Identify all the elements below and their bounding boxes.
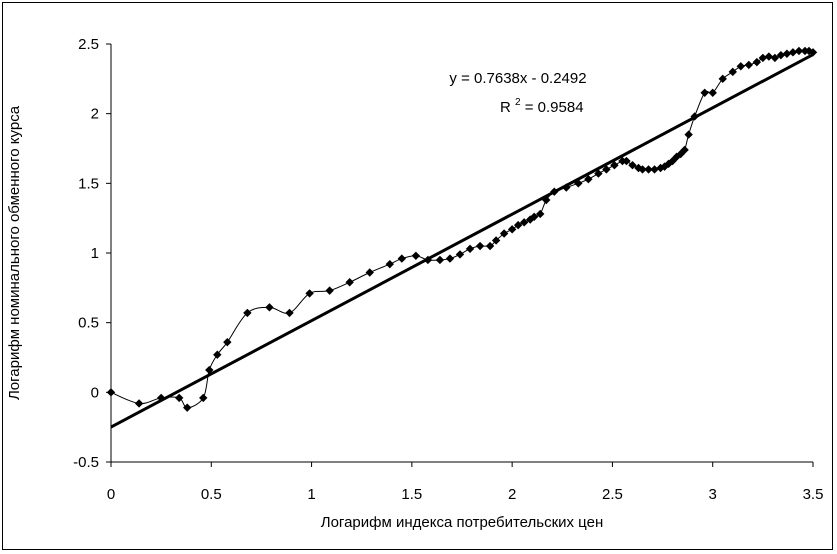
trendline [110, 53, 814, 429]
data-point-marker [445, 254, 455, 263]
r-squared-r: R [500, 99, 511, 116]
x-tick-label: 0.5 [201, 486, 222, 503]
data-point-marker [285, 308, 294, 318]
data-point-marker [788, 48, 798, 57]
y-axis-title: Логарифм номинального обменного курса [6, 105, 23, 400]
data-point-marker [485, 241, 495, 251]
data-point-marker [345, 278, 354, 287]
data-point-marker [213, 350, 222, 359]
data-point-marker [708, 88, 717, 97]
data-point-marker [265, 303, 274, 312]
data-point-marker [804, 46, 814, 56]
data-point-marker [519, 218, 529, 227]
equation-label: y = 0.7638x - 0.2492 [449, 70, 586, 87]
data-point-marker [574, 179, 583, 188]
data-point-marker [465, 244, 475, 254]
x-tick-label: 2.5 [602, 486, 623, 503]
data-point-marker [770, 53, 780, 63]
data-point-marker [183, 403, 192, 412]
data-point-marker [174, 393, 184, 403]
data-point-marker [638, 165, 647, 174]
data-point-marker [199, 393, 208, 403]
data-point-marker [602, 165, 611, 174]
r-squared-value: = 0.9584 [525, 99, 584, 116]
trendline-group [110, 53, 814, 429]
data-point-marker [676, 149, 685, 159]
data-point-marker [243, 308, 252, 318]
data-point-marker [365, 268, 374, 277]
data-point-marker [718, 74, 727, 84]
data-point-marker [106, 388, 116, 397]
data-point-marker [423, 255, 433, 265]
x-tick-label: 1 [307, 486, 315, 503]
data-point-marker [764, 52, 774, 61]
y-tick-label: 2 [91, 106, 99, 123]
data-point-marker [134, 399, 144, 408]
tick-labels: -0.5 0 0.5 1 1.5 2 2.5 0 0.5 1 1.5 2 2.5 3 3.5 [73, 36, 823, 503]
y-tick-label: 2.5 [78, 36, 99, 53]
data-point-marker [455, 250, 465, 259]
data-point-marker [491, 236, 501, 245]
data-point-marker [758, 53, 768, 63]
data-point-marker [397, 254, 407, 263]
y-tick-label: 0.5 [78, 315, 99, 332]
data-point-marker [628, 161, 637, 170]
annotations: y = 0.7638x - 0.2492 R 2 = 0.9584 [449, 70, 586, 116]
data-point-marker [536, 209, 545, 219]
data-point-marker [325, 286, 334, 295]
data-point-marker [205, 365, 214, 375]
data-point-marker [664, 159, 673, 169]
data-point-marker [156, 393, 166, 403]
data-point-marker [525, 215, 535, 224]
data-point-marker [594, 169, 603, 178]
data-series [106, 46, 818, 412]
data-point-marker [475, 241, 485, 251]
data-point-marker [435, 255, 445, 265]
data-point-marker [562, 183, 571, 192]
x-tick-label: 1.5 [401, 486, 422, 503]
data-point-marker [668, 156, 677, 166]
data-point-marker [622, 156, 631, 166]
data-point-marker [700, 88, 709, 97]
data-point-marker [752, 57, 762, 67]
data-point-marker [223, 337, 232, 347]
r-squared-label: R 2 = 0.9584 [500, 92, 584, 116]
data-point-marker [744, 60, 754, 70]
data-point-marker [736, 62, 745, 71]
x-tick-label: 3 [709, 486, 717, 503]
y-tick-label: 0 [91, 384, 99, 401]
y-tick-label: 1.5 [78, 175, 99, 192]
data-point-marker [530, 212, 539, 221]
data-point-marker [513, 220, 523, 230]
data-point-marker [782, 49, 792, 58]
data-point-marker [680, 145, 689, 155]
x-axis-title: Логарифм индекса потребительских цен [321, 514, 603, 531]
data-point-marker [634, 163, 643, 173]
data-point-marker [690, 112, 699, 121]
data-point-marker [650, 165, 659, 174]
data-point-marker [728, 67, 737, 77]
x-tick-label: 0 [107, 486, 115, 503]
data-point-marker [610, 161, 619, 170]
data-point-marker [499, 229, 509, 238]
data-point-marker [644, 165, 653, 174]
data-point-marker [507, 225, 517, 234]
data-point-marker [684, 130, 693, 139]
data-point-marker [584, 174, 593, 184]
data-point-marker [385, 259, 394, 269]
data-point-marker [776, 50, 786, 60]
y-tick-label: -0.5 [73, 454, 99, 471]
x-tick-label: 3.5 [803, 486, 824, 503]
data-point-marker [542, 195, 551, 205]
x-tick-label: 2 [508, 486, 516, 503]
data-point-marker [305, 289, 314, 298]
data-point-marker [808, 48, 818, 57]
data-point-marker [550, 187, 559, 196]
data-point-marker [411, 251, 421, 260]
r-squared-superscript: 2 [515, 97, 521, 108]
data-point-marker [794, 46, 804, 56]
y-tick-label: 1 [91, 245, 99, 262]
